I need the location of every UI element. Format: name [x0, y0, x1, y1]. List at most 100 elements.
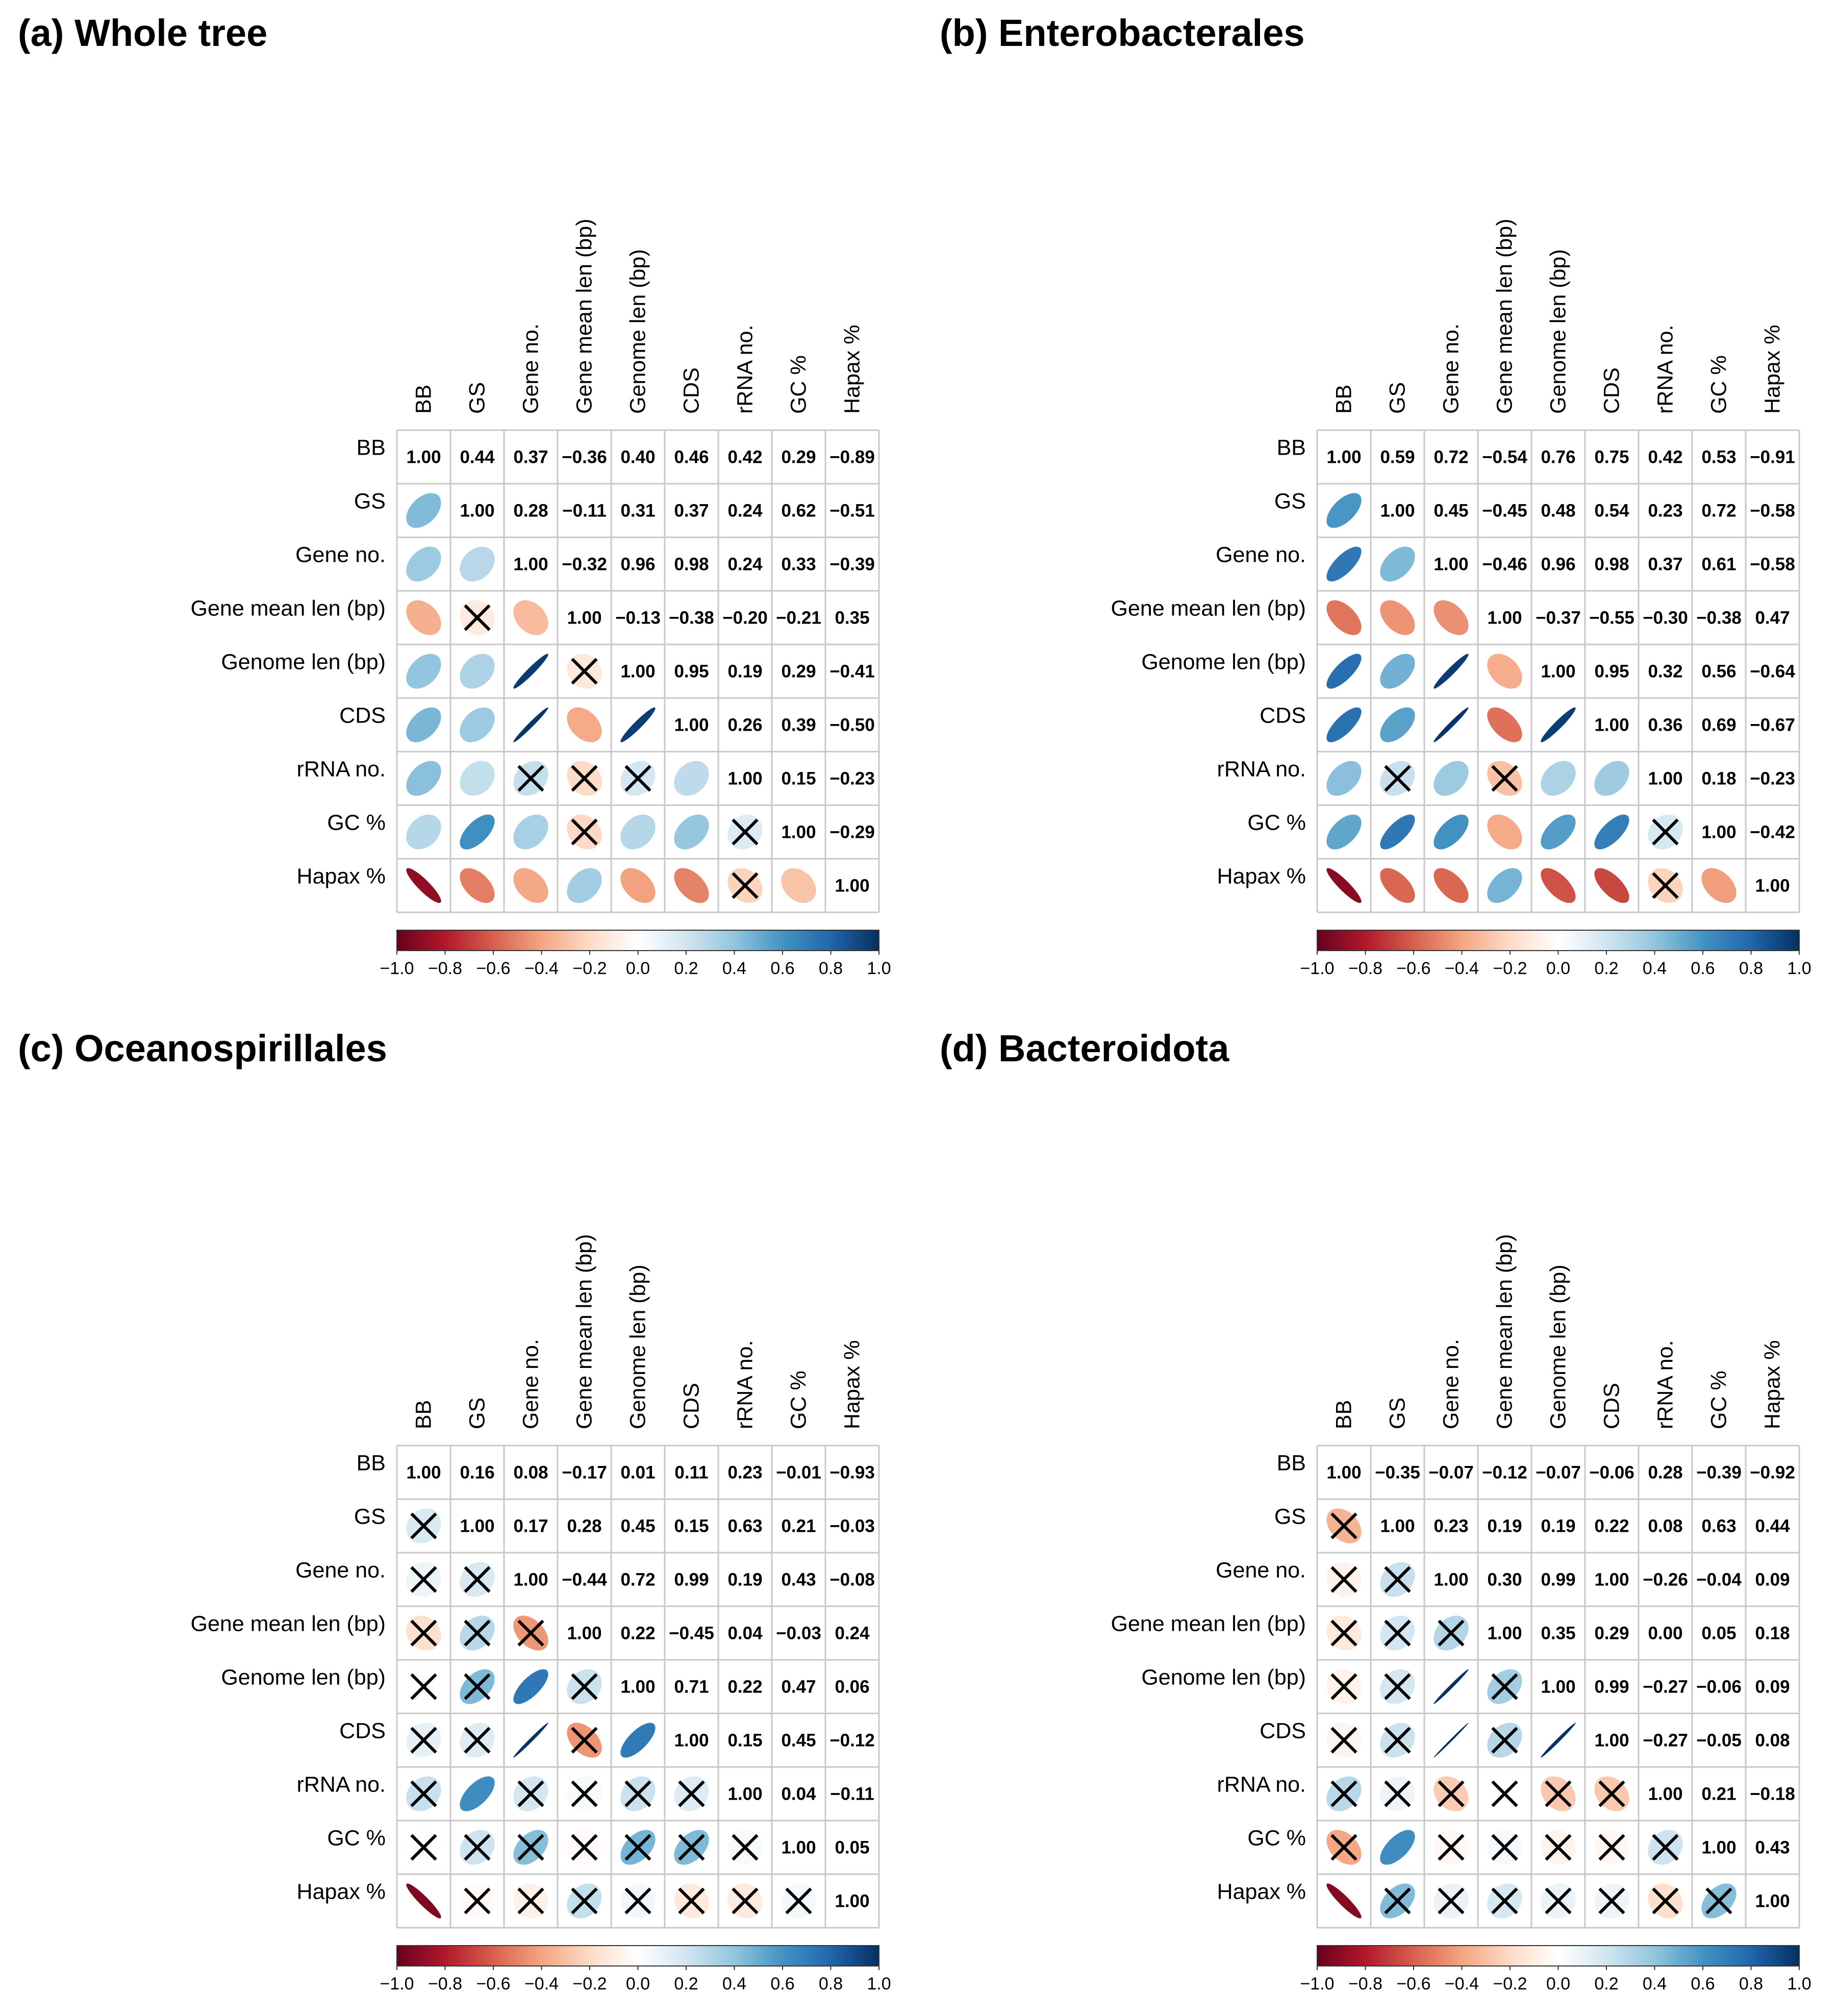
colorbar-tick-label: −0.8: [428, 1974, 462, 1994]
correlation-ellipse: [1326, 1883, 1362, 1919]
correlation-ellipse: [406, 707, 441, 742]
correlation-value: 0.04: [727, 1624, 763, 1644]
row-label: Gene mean len (bp): [191, 1612, 386, 1636]
column-label: Gene mean len (bp): [572, 1234, 597, 1429]
correlation-value: 1.00: [1487, 608, 1522, 628]
non-significant-cross: [1330, 1620, 1357, 1647]
colorbar-tick-label: −0.4: [1445, 959, 1479, 978]
non-significant-cross: [1598, 1780, 1625, 1807]
correlation-ellipse: [1701, 868, 1737, 903]
correlation-ellipse: [460, 761, 495, 796]
correlation-value: 1.00: [620, 662, 655, 682]
correlation-value: 1.00: [1648, 769, 1682, 789]
column-label: rRNA no.: [1653, 1340, 1678, 1429]
non-significant-cross: [410, 1727, 437, 1754]
panel-title: (c) Oceanospirillales: [18, 1027, 387, 1069]
row-label: Hapax %: [1217, 864, 1306, 889]
correlation-value: −0.29: [829, 823, 875, 842]
non-significant-cross: [410, 1780, 437, 1807]
non-significant-cross: [410, 1620, 437, 1647]
correlation-value: −0.23: [829, 769, 875, 789]
correlation-value: 0.08: [1755, 1731, 1790, 1751]
correlation-ellipse: [513, 600, 548, 635]
row-label: rRNA no.: [297, 757, 386, 782]
colorbar-tick-label: 0.2: [674, 959, 698, 978]
correlation-value: 1.00: [781, 823, 816, 842]
correlation-value: 0.99: [1594, 1677, 1629, 1697]
row-label: CDS: [339, 1719, 386, 1744]
non-significant-cross: [1491, 765, 1518, 792]
correlation-value: 1.00: [406, 447, 441, 467]
correlation-value: 1.00: [406, 1463, 441, 1483]
non-significant-cross: [571, 1673, 598, 1700]
non-significant-cross: [1598, 1887, 1625, 1914]
column-label: Gene mean len (bp): [1493, 1234, 1517, 1429]
correlation-value: 1.00: [727, 1784, 762, 1804]
correlation-value: 1.00: [620, 1677, 655, 1697]
non-significant-cross: [517, 1834, 544, 1861]
correlation-value: −0.18: [1750, 1784, 1795, 1804]
colorbar-tick-label: 1.0: [867, 1974, 891, 1994]
correlation-value: 0.08: [1648, 1516, 1682, 1536]
correlation-ellipse: [1541, 814, 1576, 850]
non-significant-cross: [1491, 1834, 1518, 1861]
row-label: rRNA no.: [297, 1773, 386, 1797]
correlation-ellipse: [620, 814, 656, 850]
correlation-value: −0.37: [1536, 608, 1581, 628]
correlation-ellipse: [1433, 814, 1469, 850]
correlation-value: −0.23: [1750, 769, 1795, 789]
correlation-value: −0.50: [829, 715, 875, 735]
column-label: Genome len (bp): [1546, 249, 1571, 414]
non-significant-cross: [1652, 818, 1679, 845]
correlation-value: 0.99: [674, 1570, 709, 1590]
correlation-value: −0.44: [562, 1570, 607, 1590]
column-label: GS: [465, 1398, 490, 1429]
correlation-value: 1.00: [1380, 1516, 1415, 1536]
colorbar-tick-label: 0.6: [1691, 959, 1715, 978]
correlation-ellipse: [567, 707, 602, 742]
correlation-value: 1.00: [674, 1731, 709, 1751]
column-label: CDS: [680, 367, 704, 414]
row-label: rRNA no.: [1217, 757, 1306, 782]
correlation-ellipse: [1594, 868, 1629, 903]
correlation-value: 0.40: [620, 447, 655, 467]
correlation-value: 1.00: [1755, 876, 1790, 896]
correlation-value: 0.05: [1701, 1624, 1736, 1644]
non-significant-cross: [571, 765, 598, 792]
correlation-value: 0.59: [1380, 447, 1415, 467]
non-significant-cross: [678, 1887, 705, 1914]
non-significant-cross: [1384, 1887, 1411, 1914]
column-label: GC %: [1707, 1371, 1731, 1429]
correlation-value: 0.09: [1755, 1570, 1790, 1590]
correlation-value: 0.08: [513, 1463, 548, 1483]
correlation-value: −0.05: [1696, 1731, 1742, 1751]
column-label: rRNA no.: [733, 325, 758, 414]
correlation-value: 0.23: [727, 1463, 762, 1483]
correlation-ellipse: [1326, 814, 1362, 850]
correlation-ellipse: [406, 1883, 441, 1919]
correlation-value: 0.29: [781, 662, 816, 682]
correlation-value: −0.20: [722, 608, 768, 628]
non-significant-cross: [1491, 1780, 1518, 1807]
correlation-value: 1.00: [1380, 501, 1415, 521]
correlation-value: 0.63: [727, 1516, 762, 1536]
correlation-ellipse: [406, 868, 441, 903]
correlation-ellipse: [1541, 868, 1576, 903]
non-significant-cross: [517, 1620, 544, 1647]
non-significant-cross: [624, 1780, 651, 1807]
correlation-value: 0.99: [1541, 1570, 1575, 1590]
correlation-ellipse: [1326, 868, 1362, 903]
correlation-ellipse: [1541, 761, 1576, 796]
correlation-ellipse: [1433, 600, 1469, 635]
correlation-value: 0.33: [781, 555, 816, 575]
correlation-value: 0.01: [620, 1463, 655, 1483]
colorbar-tick-label: 0.2: [674, 1974, 698, 1994]
correlation-value: −0.55: [1589, 608, 1634, 628]
row-label: Genome len (bp): [221, 650, 386, 675]
correlation-value: 0.30: [1487, 1570, 1522, 1590]
correlation-value: 0.21: [1701, 1784, 1736, 1804]
correlation-ellipse: [674, 868, 709, 903]
correlation-value: 1.00: [781, 1838, 816, 1858]
correlation-value: 0.72: [620, 1570, 655, 1590]
correlation-value: 0.22: [1594, 1516, 1629, 1536]
